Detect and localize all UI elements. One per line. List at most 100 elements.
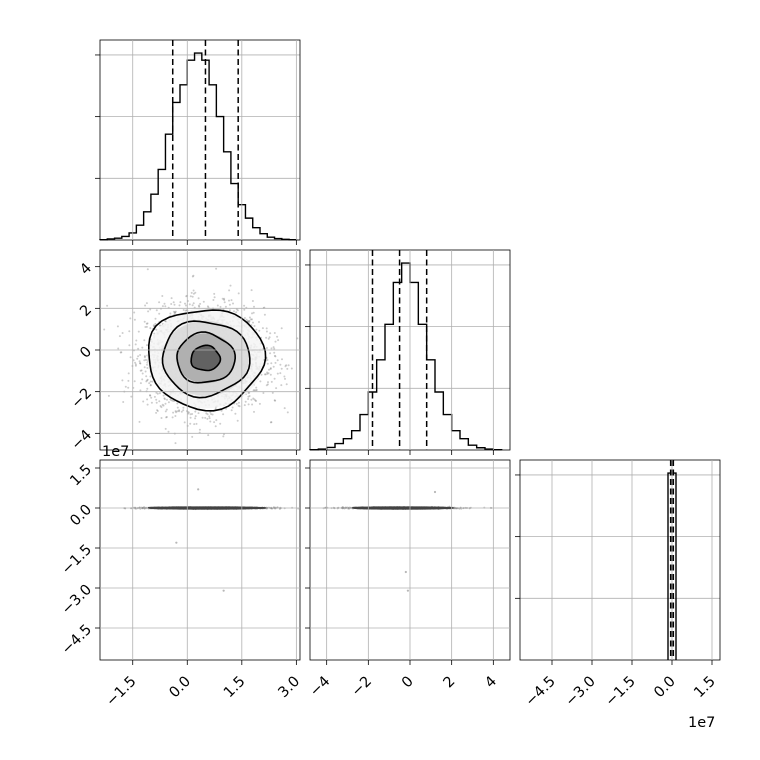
sample-point [261,327,264,330]
sample-point [247,395,250,398]
sample-point [243,317,246,319]
sample-point [155,398,158,401]
sample-point [119,351,122,354]
sample-point [197,412,200,415]
sample-point [163,397,166,400]
sample-point [264,373,267,376]
sample-point [236,309,239,312]
outlier-point [175,541,178,544]
sample-point [183,421,186,424]
sample-point [184,309,187,312]
sample-point [219,305,222,308]
sample-point [259,380,262,383]
sample-point [237,292,240,295]
panel-frame [99,459,301,661]
sample-point [272,346,275,349]
panel-background [100,460,300,660]
sample-point [162,394,165,397]
panel-frame [99,39,301,241]
x-tick-label: −4.5 [523,674,559,710]
sample-point [283,407,286,410]
sample-point [279,363,282,366]
sample-point [146,387,149,390]
sample-point [139,369,142,372]
sample-point [138,360,141,363]
sample-point [133,311,136,314]
sample-point [189,422,192,425]
sample-point [270,380,273,383]
sample-point [146,363,149,366]
sample-point [215,267,218,270]
sample-point [254,399,257,402]
sample-point [155,328,158,331]
sample-point [137,330,140,333]
sample-point [146,378,149,381]
panel-background [100,40,300,240]
sample-point [139,354,142,356]
sample-point [173,303,176,306]
sample-point [146,398,149,401]
sample-point [270,347,273,350]
sample-point [209,411,212,414]
sample-point [170,303,173,305]
sample-point [270,362,273,365]
sample-point [244,400,247,403]
sample-point [163,302,166,305]
sample-point [127,386,130,389]
sample-point [237,404,240,407]
sample-point [266,371,269,374]
sample-point [155,309,158,312]
sample-point [146,403,149,406]
sample-point [252,321,254,324]
sample-point [223,297,226,300]
sample-point [271,391,274,394]
sample-point [191,435,194,438]
sample-point [212,299,215,301]
sample-point [228,303,231,306]
x-tick-label: 1.5 [221,674,249,702]
sample-point [134,343,137,346]
panel-frame [519,459,721,661]
sample-point [286,411,289,414]
sample-point [135,339,138,342]
sample-point [236,419,239,422]
sample-point [269,421,272,424]
sample-point [133,380,136,383]
sample-point [150,396,153,399]
sample-point [269,332,272,335]
sample-point [156,409,159,412]
marginal-panel-p0 [95,39,301,241]
x-tick-label: 3.0 [276,674,304,702]
sample-point [278,508,281,510]
sample-point [232,302,234,305]
sample-point [121,379,124,382]
sample-point [134,363,137,366]
sample-point [234,412,237,415]
sample-point [222,413,225,416]
sample-point [273,347,276,350]
sample-point [209,420,212,423]
sample-point [95,353,97,355]
sample-point [265,347,268,349]
sample-point [150,401,153,404]
sample-point [283,375,286,378]
sample-point [223,301,226,304]
sample-point [165,416,168,418]
sample-point [274,361,277,364]
y-tick-label: −4.5 [59,622,95,658]
sample-point [136,357,139,360]
sample-point [213,292,216,295]
sample-point [268,336,271,339]
sample-point [265,336,268,339]
sample-point [205,412,208,415]
sample-point [190,291,193,294]
sample-point [253,410,255,413]
sample-point [172,411,175,414]
sample-point [204,416,207,419]
sample-point [195,422,198,425]
sample-point [285,364,288,367]
sample-point [191,304,194,307]
sample-point [175,411,178,414]
sample-point [146,344,148,347]
sample-point [222,435,225,438]
